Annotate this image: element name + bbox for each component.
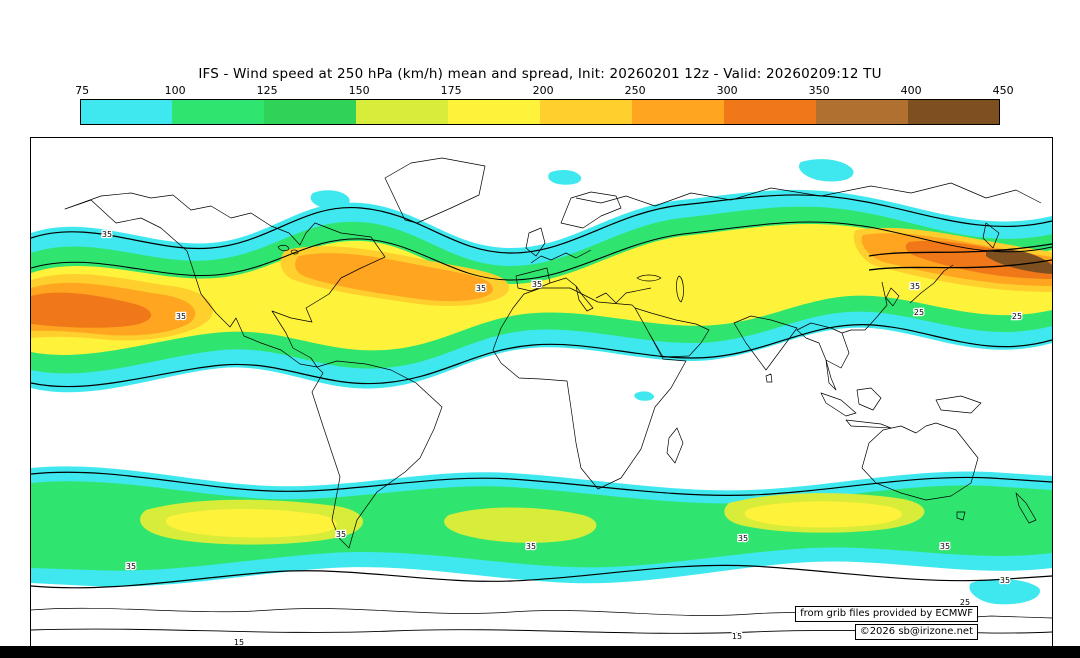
coastline-inland-seas — [277, 244, 684, 303]
colorbar-tick: 300 — [716, 84, 738, 97]
page-title: IFS - Wind speed at 250 hPa (km/h) mean … — [198, 66, 882, 82]
credit-copyright: ©2026 sb@irizone.net — [854, 624, 978, 640]
colorbar-tick: 75 — [75, 84, 90, 97]
coastline-south-america — [311, 360, 443, 549]
colorbar-segment — [816, 99, 908, 125]
north-jet-dark-orange-fill — [31, 240, 1052, 328]
south-jet-yellow-fill — [165, 501, 902, 538]
colorbar-tick: 100 — [164, 84, 186, 97]
map-canvas: 35 35 35 35 35 25 25 35 35 35 35 35 15 1… — [31, 157, 1052, 647]
contour-label: 35 — [336, 530, 346, 539]
contour-label: 35 — [532, 280, 542, 289]
colorbar-segment — [356, 99, 448, 125]
contour-north-inner — [31, 221, 1052, 281]
coastlines-layer — [31, 157, 1052, 619]
contour-label: 15 — [732, 632, 742, 641]
contour-label: 25 — [960, 598, 970, 607]
contour-label: 35 — [102, 230, 112, 239]
world-wind-map: 35 35 35 35 35 25 25 35 35 35 35 35 15 1… — [30, 137, 1053, 648]
colorbar-segment — [724, 99, 816, 125]
colorbar-segment — [908, 99, 1000, 125]
contour-south-lower — [31, 564, 1052, 589]
contour-label: 25 — [1012, 312, 1022, 321]
colorbar-border — [80, 99, 1000, 125]
colorbar-segment — [448, 99, 540, 125]
colorbar-tick: 350 — [808, 84, 830, 97]
contour-east-asia-jet — [868, 243, 1052, 271]
colorbar-ticks: 75 100 125 150 175 200 250 300 350 400 4… — [75, 84, 1014, 98]
contour-labels-layer: 35 35 35 35 35 25 25 35 35 35 35 35 15 1… — [101, 229, 1024, 647]
contour-label: 35 — [126, 562, 136, 571]
colorbar-segment — [540, 99, 632, 125]
coastline-south-asia — [634, 281, 888, 391]
colorbar-tick: 150 — [348, 84, 370, 97]
colorbar-segment — [264, 99, 356, 125]
colorbar-tick: 175 — [440, 84, 462, 97]
colorbar-segment — [80, 99, 172, 125]
colorbar-tick: 450 — [992, 84, 1014, 97]
contour-label: 15 — [234, 638, 244, 647]
colorbar-segment — [632, 99, 724, 125]
wind-speed-fill-layer — [31, 159, 1052, 605]
coastline-east-asia-japan — [885, 222, 1000, 307]
contour-north-upper — [31, 194, 1052, 254]
contour-label: 25 — [914, 308, 924, 317]
coastline-australia — [861, 422, 979, 501]
contour-north-lower — [31, 324, 1052, 388]
coastline-greenland — [384, 157, 486, 224]
colorbar-tick: 400 — [900, 84, 922, 97]
north-jet-yellow-fill — [31, 223, 1052, 355]
north-jet-brown-fill — [986, 249, 1052, 274]
colorbar: 75 100 125 150 175 200 250 300 350 400 4… — [75, 84, 1014, 125]
colorbar-scale — [80, 99, 1000, 125]
coastline-north-asia — [575, 182, 1042, 207]
colorbar-segment — [172, 99, 264, 125]
contour-label: 35 — [526, 542, 536, 551]
colorbar-tick: 250 — [624, 84, 646, 97]
contour-label: 35 — [176, 312, 186, 321]
contour-label: 35 — [738, 534, 748, 543]
contour-label: 35 — [1000, 576, 1010, 585]
colorbar-tick: 200 — [532, 84, 554, 97]
contour-label: 35 — [940, 542, 950, 551]
coastline-africa — [492, 287, 687, 490]
contour-label: 35 — [476, 284, 486, 293]
credit-ecmwf: from grib files provided by ECMWF — [795, 606, 978, 622]
coastline-north-america — [64, 192, 386, 368]
contour-south-upper — [31, 471, 1052, 496]
colorbar-tick: 125 — [256, 84, 278, 97]
contour-label: 35 — [910, 282, 920, 291]
bottom-bar — [0, 646, 1080, 658]
